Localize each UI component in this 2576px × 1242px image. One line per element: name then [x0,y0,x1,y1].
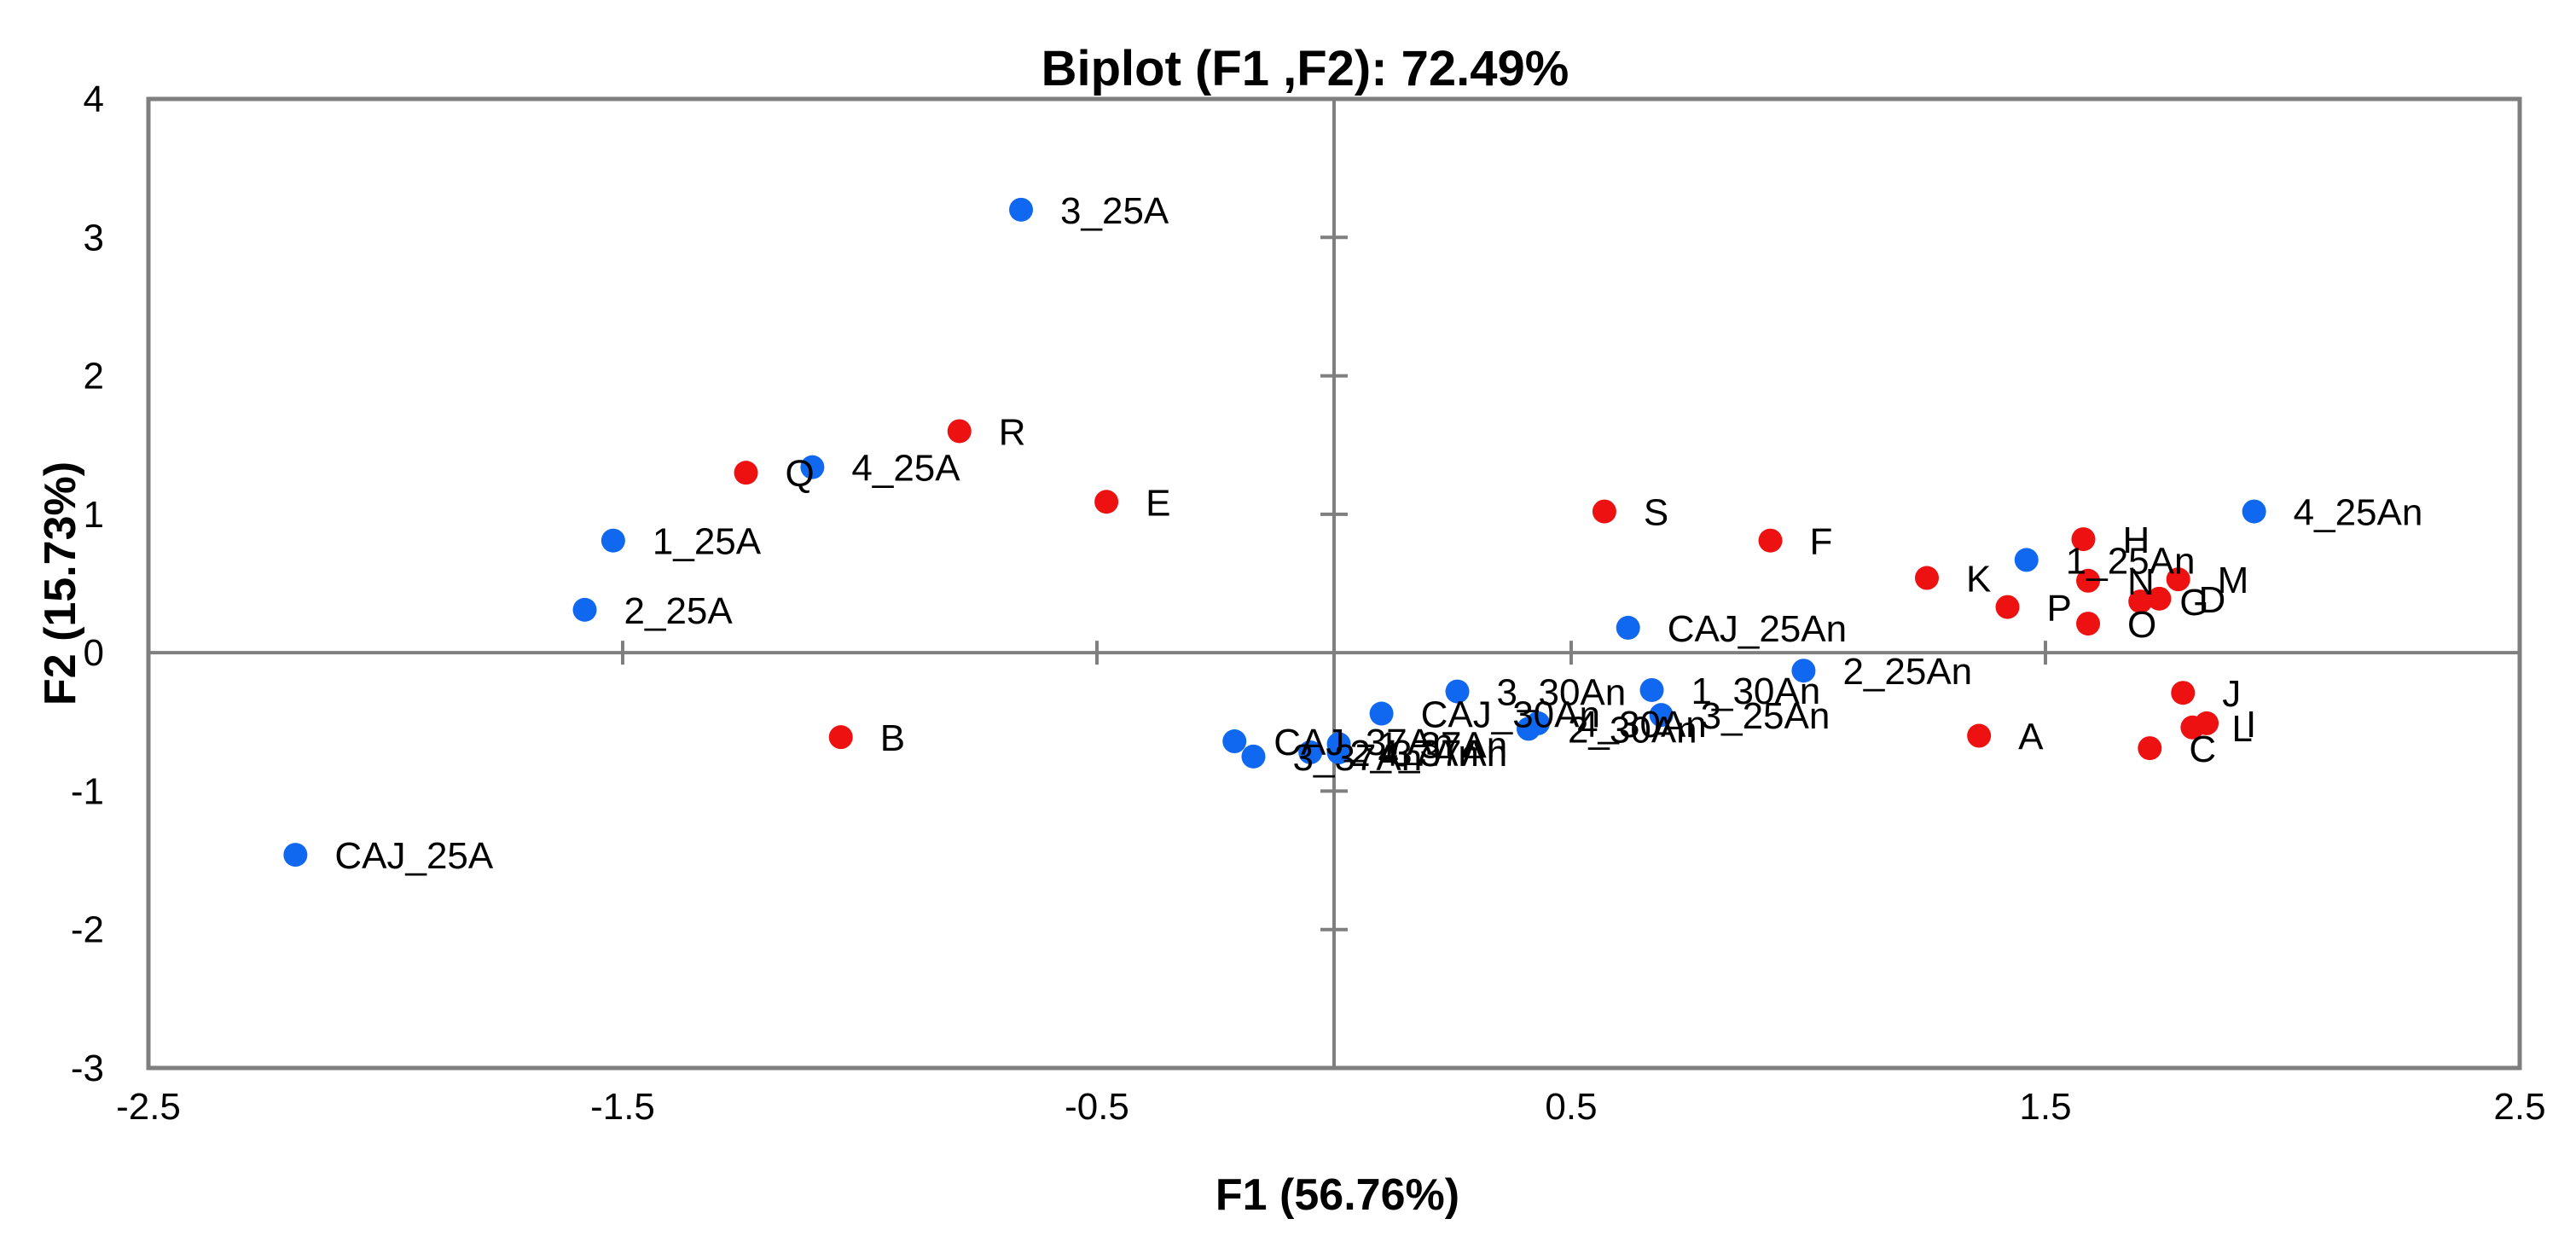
point-label-4_25An: 4_25An [2294,492,2423,534]
point-label-F: F [1810,521,1833,563]
scatter-point-O [2076,612,2101,636]
scatter-point-1_25A [600,528,625,553]
point-label-D: D [2198,579,2225,621]
point-label-2_25A: 2_25A [624,590,734,632]
scatter-point-CAJ_25A [283,843,308,868]
scatter-point-F [1758,528,1783,553]
axis-ticks [621,235,2047,932]
y-tick-label: 2 [84,356,104,398]
scatter-point-CAJ_25An [1616,615,1640,640]
scatter-point-J [2171,681,2196,705]
point-label-B: B [880,717,905,759]
point-label-Q: Q [786,453,815,495]
point-label-R: R [999,411,1026,453]
y-tick-label: 4 [84,78,104,120]
y-tick-label: -1 [71,770,104,812]
point-label-1_25A: 1_25A [653,521,762,563]
scatter-point-4_25A [800,455,825,479]
point-label-4_37An: 4_37An [1378,733,1508,775]
y-tick-label: -3 [71,1048,104,1089]
point-label-H: H [2122,519,2150,561]
scatter-point-M [2166,567,2190,592]
scatter-point-N [2076,568,2101,593]
point-label-P: P [2047,588,2072,630]
scatter-point-3_25An [1649,703,1674,728]
scatter-point-G [2128,589,2153,614]
point-label-2_37An: 2_37An [1349,733,1479,775]
point-label-2_25An: 2_25An [1842,651,1972,693]
point-label-K: K [1966,559,1991,601]
y-tick-label: 1 [84,494,104,536]
scatter-point-CAJ_37An [1222,729,1247,754]
point-label-3_37An: 3_37An [1292,737,1422,779]
point-label-M: M [2218,560,2249,601]
scatter-point-CAJ_30An [1369,701,1394,726]
point-label-3_25A: 3_25A [1060,190,1169,232]
point-label-4_30An: 4_30An [1577,704,1707,746]
scatter-point-K [1915,566,1939,590]
scatter-point-4_25An [2242,499,2266,524]
scatter-point-2_25An [1791,659,1816,683]
point-label-1_37An: 1_37An [1378,724,1508,766]
scatter-point-1_30An [1639,677,1664,702]
point-label-CAJ_37An: CAJ_37An [1273,722,1453,763]
x-axis-title: F1 (56.76%) [1215,1170,1459,1220]
y-axis-title: F2 (15.73%) [36,461,85,705]
y-tick-label: 0 [84,632,104,674]
y-tick-label: 3 [84,217,104,258]
scatter-point-P [1995,595,2020,619]
point-label-CAJ_25A: CAJ_25A [334,835,494,877]
point-label-J: J [2222,673,2241,715]
point-label-2_30An: 2_30An [1568,709,1697,751]
point-label-1_30An: 1_30An [1691,670,1821,712]
point-label-3_25An: 3_25An [1701,695,1830,737]
scatter-point-3_25A [1009,197,1034,222]
point-label-I: I [2246,704,2256,746]
point-label-3_30An: 3_30An [1497,672,1627,714]
point-label-N: N [2127,561,2155,603]
x-tick-label: 1.5 [2019,1086,2071,1128]
x-tick-label: -0.5 [1065,1086,1129,1128]
scatter-point-D [2147,586,2172,611]
scatter-point-4_37An [1326,740,1351,764]
point-label-1_25An: 1_25An [2066,540,2196,582]
point-label-S: S [1644,492,1668,534]
scatter-point-Q [734,461,758,485]
x-tick-label: 2.5 [2493,1086,2545,1128]
x-tick-label: -1.5 [590,1086,655,1128]
scatter-point-2_25A [572,597,597,622]
scatter-point-A [1967,723,1992,748]
scatter-point-H [2071,527,2096,552]
point-label-CAJ_30An: CAJ_30An [1421,694,1600,736]
point-label-4_25A: 4_25A [851,448,960,490]
x-tick-label: 0.5 [1545,1086,1597,1128]
point-label-A: A [2018,717,2044,758]
point-label-L: L [2231,708,2252,750]
scatter-point-1_25An [2014,548,2039,572]
scatter-point-2_37An [1298,740,1323,764]
scatter-point-R [947,419,972,444]
point-label-E: E [1146,482,1170,524]
point-label-C: C [2189,728,2216,770]
scatter-point-3_37An [1241,744,1266,769]
scatter-point-3_30An [1445,679,1470,704]
scatter-point-B [828,725,853,750]
scatter-point-C [2138,736,2162,761]
point-label-CAJ_25An: CAJ_25An [1668,608,1847,650]
x-tick-label: -2.5 [116,1086,181,1128]
scatter-point-E [1094,490,1119,514]
chart-title: Biplot (F1 ,F2): 72.49% [1041,41,1569,96]
y-tick-label: -2 [71,909,104,951]
scatter-point-L [2180,715,2205,740]
scatter-point-2_30An [1516,717,1540,741]
tick-labels: -2.5 -1.5 -0.5 0.5 1.5 2.5 -3 -2 -1 0 1 2 3 4 [71,78,2546,1128]
scatter-point-S [1592,499,1616,524]
data-points [283,197,2266,868]
point-label-O: O [2127,604,2156,646]
point-labels: 3_25A 4_25A 1_25A 2_25A CAJ_25A 4_25An 1_25An C… [334,190,2422,877]
point-label-G: G [2179,582,2208,624]
